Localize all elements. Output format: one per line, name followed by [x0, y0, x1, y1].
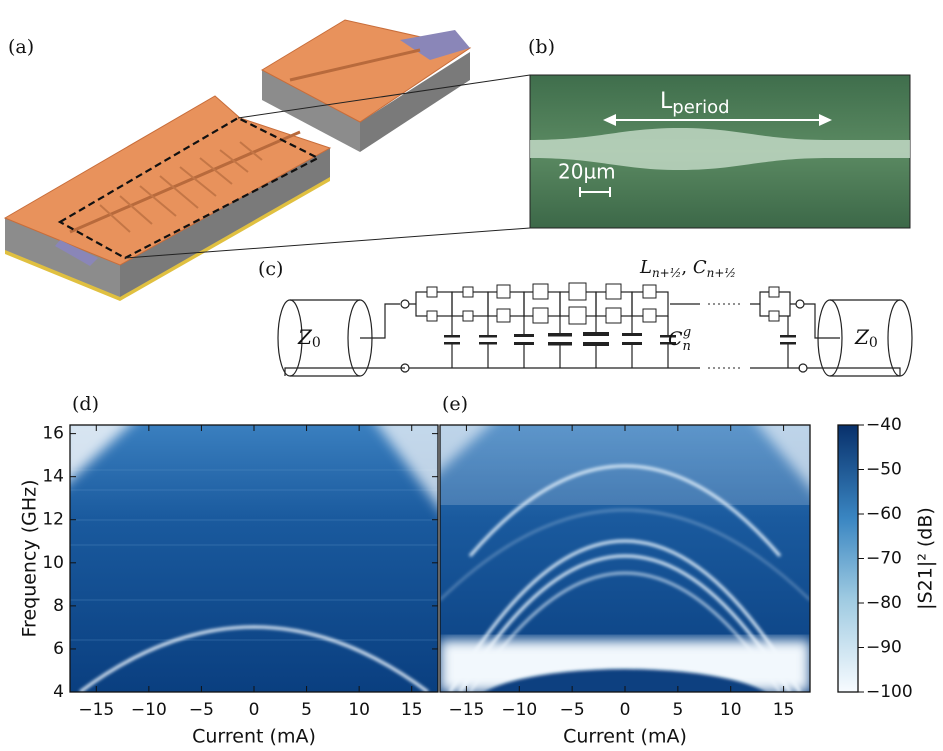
cell-label-part: L — [639, 257, 652, 278]
x-tick-label: 15 — [773, 700, 795, 720]
port-subscript: 0 — [312, 335, 321, 351]
circuit: Z0 Z0 Ln+½, Cn+½ Cng — [277, 257, 913, 377]
panel-label: (b) — [528, 36, 555, 58]
ground-cap-part: g — [683, 325, 691, 340]
y-tick-label: 6 — [53, 639, 64, 659]
colorbar-tick-label: −100 — [866, 682, 913, 702]
y-axis-label: Frequency (GHz) — [19, 479, 41, 637]
y-tick-label: 8 — [53, 596, 64, 616]
colorbar-tick-label: −40 — [866, 415, 902, 435]
port-symbol: Z — [297, 325, 313, 349]
x-axis-label: Current (mA) — [192, 726, 316, 748]
port-label: Z0 — [297, 325, 321, 352]
colorbar-tick-label: −90 — [866, 638, 902, 658]
cell-label-part: C — [693, 257, 707, 278]
heatmap-image — [440, 425, 810, 692]
colorbar-image — [838, 425, 858, 692]
panel-label: (c) — [258, 258, 283, 280]
x-tick-label: 10 — [348, 700, 370, 720]
scale-bar-label: 20µm — [558, 160, 616, 184]
colorbar-tick-label: −70 — [866, 549, 902, 569]
y-tick-label: 4 — [53, 682, 64, 702]
panel-label: (e) — [442, 393, 468, 415]
port-symbol: Z — [854, 325, 870, 349]
x-tick-label: −5 — [189, 700, 214, 720]
colorbar-tick-label: −60 — [866, 504, 902, 524]
x-axis-label: Current (mA) — [563, 726, 687, 748]
x-tick-label: 5 — [672, 700, 683, 720]
cell-label: Ln+½, Cn+½ — [639, 257, 736, 280]
x-tick-label: 15 — [401, 700, 423, 720]
x-tick-label: 0 — [249, 700, 260, 720]
x-tick-label: −10 — [131, 700, 167, 720]
cell-label-part: n+½ — [707, 266, 736, 280]
ground-cap-part: C — [668, 328, 683, 350]
y-tick-label: 10 — [42, 553, 64, 573]
heatmap-image — [70, 425, 438, 692]
x-tick-label: −5 — [560, 700, 585, 720]
port-label: Z0 — [854, 325, 878, 352]
x-tick-label: 5 — [301, 700, 312, 720]
port-subscript: 0 — [869, 335, 878, 351]
colorbar-label: |S21|² (dB) — [915, 507, 937, 610]
cell-label-part: n+½ — [652, 266, 681, 280]
x-tick-label: −15 — [78, 700, 114, 720]
ground-cap-label: Cng — [668, 325, 691, 354]
y-tick-label: 14 — [42, 467, 64, 487]
period-label: Lperiod — [660, 89, 730, 118]
micrograph: Lperiod 20µm — [529, 74, 911, 229]
period-label-main: L — [660, 89, 673, 114]
y-tick-label: 16 — [42, 424, 64, 444]
chip-drawing — [3, 19, 531, 301]
colorbar-tick-label: −80 — [866, 593, 902, 613]
ground-cap-part: n — [683, 339, 691, 354]
colorbar-tick-label: −50 — [866, 460, 902, 480]
x-tick-label: −10 — [501, 700, 537, 720]
panel-label: (d) — [72, 393, 99, 415]
x-tick-label: 10 — [720, 700, 742, 720]
period-label-sub: period — [672, 97, 729, 118]
cell-label-part: , — [681, 257, 692, 278]
x-tick-label: −15 — [448, 700, 484, 720]
x-tick-label: 0 — [620, 700, 631, 720]
y-tick-label: 12 — [42, 510, 64, 530]
panel-label: (a) — [8, 36, 34, 58]
